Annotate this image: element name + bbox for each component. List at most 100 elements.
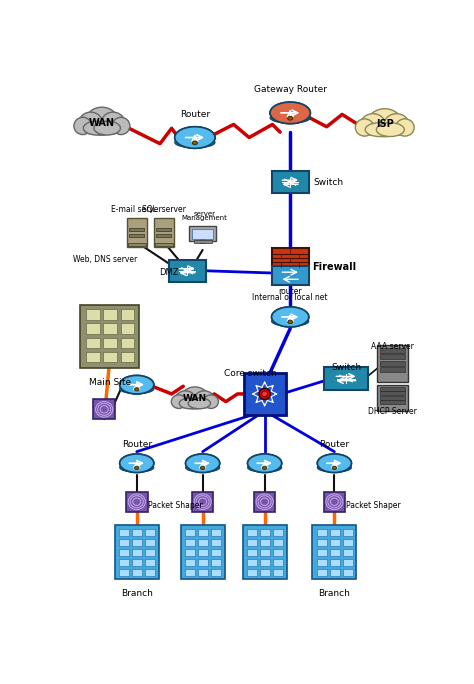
FancyBboxPatch shape xyxy=(198,569,208,575)
FancyBboxPatch shape xyxy=(127,218,147,247)
Text: Branch: Branch xyxy=(121,589,153,598)
Text: DMZ: DMZ xyxy=(159,268,179,277)
FancyBboxPatch shape xyxy=(272,248,309,267)
FancyBboxPatch shape xyxy=(273,569,283,575)
Ellipse shape xyxy=(368,109,402,137)
FancyBboxPatch shape xyxy=(380,367,405,372)
Ellipse shape xyxy=(181,387,209,409)
FancyBboxPatch shape xyxy=(330,529,340,536)
FancyBboxPatch shape xyxy=(330,559,340,566)
FancyBboxPatch shape xyxy=(272,172,309,193)
FancyBboxPatch shape xyxy=(132,539,142,546)
Ellipse shape xyxy=(120,376,154,394)
FancyBboxPatch shape xyxy=(247,559,257,566)
FancyBboxPatch shape xyxy=(198,539,208,546)
Text: Router: Router xyxy=(319,440,349,449)
Ellipse shape xyxy=(175,137,215,148)
Text: ISP: ISP xyxy=(376,120,393,129)
FancyBboxPatch shape xyxy=(145,539,155,546)
FancyBboxPatch shape xyxy=(273,529,283,536)
FancyBboxPatch shape xyxy=(380,396,405,399)
FancyBboxPatch shape xyxy=(185,569,195,575)
FancyBboxPatch shape xyxy=(126,492,147,512)
FancyBboxPatch shape xyxy=(324,492,345,512)
Ellipse shape xyxy=(186,454,219,473)
Ellipse shape xyxy=(171,395,186,408)
Ellipse shape xyxy=(288,320,292,324)
FancyBboxPatch shape xyxy=(324,367,368,390)
FancyBboxPatch shape xyxy=(380,400,405,404)
FancyBboxPatch shape xyxy=(198,529,208,536)
Ellipse shape xyxy=(272,307,309,327)
FancyBboxPatch shape xyxy=(211,559,221,566)
FancyBboxPatch shape xyxy=(272,266,309,285)
FancyBboxPatch shape xyxy=(317,539,327,546)
FancyBboxPatch shape xyxy=(312,525,356,579)
FancyBboxPatch shape xyxy=(198,559,208,566)
FancyBboxPatch shape xyxy=(317,559,327,566)
Ellipse shape xyxy=(79,112,102,133)
Ellipse shape xyxy=(86,107,118,135)
FancyBboxPatch shape xyxy=(247,549,257,555)
FancyBboxPatch shape xyxy=(377,384,408,411)
Ellipse shape xyxy=(317,463,351,472)
FancyBboxPatch shape xyxy=(273,549,283,555)
Ellipse shape xyxy=(83,121,110,135)
Ellipse shape xyxy=(175,391,195,408)
FancyBboxPatch shape xyxy=(185,549,195,555)
Text: Core switch: Core switch xyxy=(224,369,277,378)
FancyBboxPatch shape xyxy=(185,539,195,546)
FancyBboxPatch shape xyxy=(86,324,100,334)
FancyBboxPatch shape xyxy=(154,218,174,247)
FancyBboxPatch shape xyxy=(343,539,353,546)
FancyBboxPatch shape xyxy=(198,549,208,555)
FancyBboxPatch shape xyxy=(129,228,144,231)
Ellipse shape xyxy=(203,395,219,408)
FancyBboxPatch shape xyxy=(132,529,142,536)
Text: Router: Router xyxy=(180,110,210,119)
FancyBboxPatch shape xyxy=(181,525,225,579)
Ellipse shape xyxy=(201,466,205,469)
Text: AAA server: AAA server xyxy=(371,341,414,351)
Ellipse shape xyxy=(365,122,393,137)
FancyBboxPatch shape xyxy=(190,226,216,241)
Ellipse shape xyxy=(175,127,215,148)
FancyBboxPatch shape xyxy=(103,324,117,334)
FancyBboxPatch shape xyxy=(244,373,285,415)
FancyBboxPatch shape xyxy=(260,559,270,566)
Text: Firewall: Firewall xyxy=(312,262,356,272)
FancyBboxPatch shape xyxy=(121,309,135,320)
Text: WAN: WAN xyxy=(89,118,115,128)
FancyBboxPatch shape xyxy=(145,559,155,566)
FancyBboxPatch shape xyxy=(200,239,205,243)
FancyBboxPatch shape xyxy=(121,352,135,363)
Ellipse shape xyxy=(272,307,309,327)
FancyBboxPatch shape xyxy=(132,559,142,566)
Text: Main Site: Main Site xyxy=(89,378,131,386)
Ellipse shape xyxy=(135,388,139,391)
Ellipse shape xyxy=(272,316,309,326)
FancyBboxPatch shape xyxy=(128,244,146,246)
Ellipse shape xyxy=(270,102,310,124)
Ellipse shape xyxy=(356,119,374,136)
Text: Management: Management xyxy=(181,215,227,222)
FancyBboxPatch shape xyxy=(193,241,212,243)
FancyBboxPatch shape xyxy=(156,234,171,237)
FancyBboxPatch shape xyxy=(377,345,408,382)
FancyBboxPatch shape xyxy=(185,529,195,536)
Ellipse shape xyxy=(101,112,125,133)
FancyBboxPatch shape xyxy=(330,549,340,555)
FancyBboxPatch shape xyxy=(86,309,100,320)
Ellipse shape xyxy=(179,398,201,409)
Ellipse shape xyxy=(120,454,154,473)
FancyBboxPatch shape xyxy=(156,228,171,231)
FancyBboxPatch shape xyxy=(380,348,405,353)
Ellipse shape xyxy=(270,112,310,123)
Ellipse shape xyxy=(188,398,210,409)
Ellipse shape xyxy=(194,391,214,408)
FancyBboxPatch shape xyxy=(119,569,129,575)
FancyBboxPatch shape xyxy=(211,539,221,546)
FancyBboxPatch shape xyxy=(121,338,135,348)
Text: Web, DNS server: Web, DNS server xyxy=(73,254,137,263)
Text: Packet Shaper: Packet Shaper xyxy=(148,501,203,510)
